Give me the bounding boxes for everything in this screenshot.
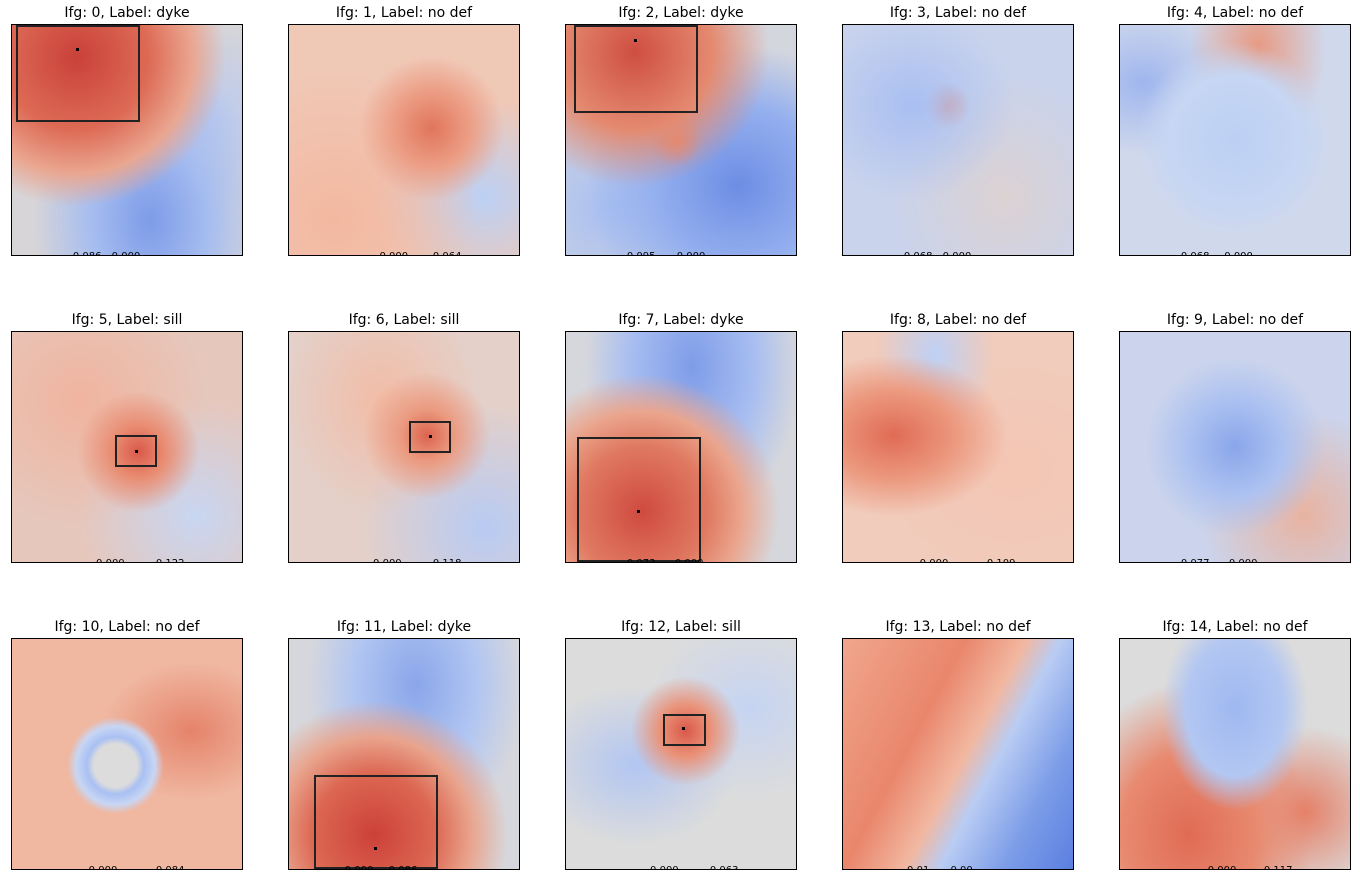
panel-title: Ifg: 4, Label: no def	[1166, 5, 1304, 21]
colorbar-tick-label: 0.000	[1208, 865, 1237, 869]
interferogram-image: 0.000 0.122	[11, 331, 243, 563]
panel-title: Ifg: 2, Label: dyke	[618, 5, 744, 21]
interferogram-image: 0.000 0.064	[288, 24, 520, 256]
panel-title: Ifg: 13, Label: no def	[885, 619, 1031, 635]
deformation-bounding-box	[577, 437, 701, 562]
panel-title: Ifg: 9, Label: no def	[1166, 312, 1304, 328]
colorbar-tick-label: −0.086	[64, 251, 101, 255]
interferogram-image: −0.01 0.00	[842, 638, 1074, 870]
colorbar-tick-label: 0.117	[1264, 865, 1293, 869]
deformation-center-marker	[135, 450, 138, 453]
panel-title: Ifg: 11, Label: dyke	[336, 619, 472, 635]
deformation-bounding-box	[314, 775, 438, 869]
colorbar-tick-label: 0.118	[433, 558, 462, 562]
colorbar-tick-label: 0.000	[379, 251, 408, 255]
deformation-center-marker	[637, 510, 640, 513]
colorbar-tick-label: 0.000	[373, 558, 402, 562]
panel-title: Ifg: 1, Label: no def	[335, 5, 473, 21]
colorbar-tick-label: 0.000	[112, 251, 141, 255]
panel-title: Ifg: 0, Label: dyke	[64, 5, 190, 21]
colorbar-tick-label: 0.000	[1224, 251, 1253, 255]
colorbar-tick-label: 0.063	[710, 865, 739, 869]
interferogram-image: −0.095 0.000	[565, 24, 797, 256]
colorbar-tick-label: 0.000	[943, 251, 972, 255]
colorbar-tick-label: 0.086	[389, 865, 418, 869]
deformation-center-marker	[76, 48, 79, 51]
interferogram-image: −0.068 0.000	[842, 24, 1074, 256]
colorbar-tick-label: −0.095	[618, 251, 655, 255]
interferogram-image: 0.000 0.063	[565, 638, 797, 870]
colorbar-tick-label: 0.000	[677, 251, 706, 255]
panel-title: Ifg: 6, Label: sill	[348, 312, 460, 328]
panel-title: Ifg: 10, Label: no def	[54, 619, 200, 635]
panel-title: Ifg: 14, Label: no def	[1162, 619, 1308, 635]
interferogram-image: −0.086 0.000	[11, 24, 243, 256]
colorbar-tick-label: −0.068	[895, 251, 932, 255]
colorbar-tick-label: 0.000	[650, 865, 679, 869]
panel-title: Ifg: 7, Label: dyke	[618, 312, 744, 328]
interferogram-image: 0.000 0.109	[842, 331, 1074, 563]
colorbar-tick-label: 0.000	[1229, 558, 1258, 562]
interferogram-image: −0.077 0.000	[1119, 331, 1351, 563]
colorbar-tick-label: 0.000	[96, 558, 125, 562]
deformation-center-marker	[682, 727, 685, 730]
colorbar-tick-label: −0.068	[1172, 251, 1209, 255]
colorbar-tick-label: 0.109	[987, 558, 1016, 562]
interferogram-image: 0.000 0.117	[1119, 638, 1351, 870]
interferogram-image: 0.000 0.118	[288, 331, 520, 563]
colorbar-tick-label: −0.077	[1172, 558, 1209, 562]
deformation-bounding-box	[115, 435, 157, 467]
interferogram-image: −0.073 0.000	[565, 331, 797, 563]
colorbar-tick-label: 0.000	[89, 865, 118, 869]
interferogram-image: 0.000 0.084	[11, 638, 243, 870]
colorbar-tick-label: 0.000	[920, 558, 949, 562]
colorbar-tick-label: −0.073	[618, 558, 655, 562]
panel-title: Ifg: 12, Label: sill	[621, 619, 741, 635]
colorbar-tick-label: 0.084	[156, 865, 185, 869]
deformation-bounding-box	[16, 25, 140, 122]
interferogram-image: 0.000 0.086	[288, 638, 520, 870]
colorbar-tick-label: −0.01	[899, 865, 930, 869]
deformation-bounding-box	[663, 714, 706, 746]
colorbar-tick-label: 0.122	[156, 558, 185, 562]
deformation-center-marker	[374, 847, 377, 850]
colorbar-tick-label: 0.000	[345, 865, 374, 869]
panel-title: Ifg: 8, Label: no def	[889, 312, 1027, 328]
deformation-bounding-box	[574, 25, 698, 113]
deformation-center-marker	[634, 39, 637, 42]
deformation-bounding-box	[409, 421, 451, 453]
panel-title: Ifg: 3, Label: no def	[889, 5, 1027, 21]
colorbar-tick-label: 0.000	[675, 558, 704, 562]
colorbar-tick-label: 0.00	[950, 865, 972, 869]
colorbar-tick-label: 0.064	[433, 251, 462, 255]
panel-title: Ifg: 5, Label: sill	[71, 312, 183, 328]
interferogram-image: −0.068 0.000	[1119, 24, 1351, 256]
deformation-center-marker	[429, 435, 432, 438]
